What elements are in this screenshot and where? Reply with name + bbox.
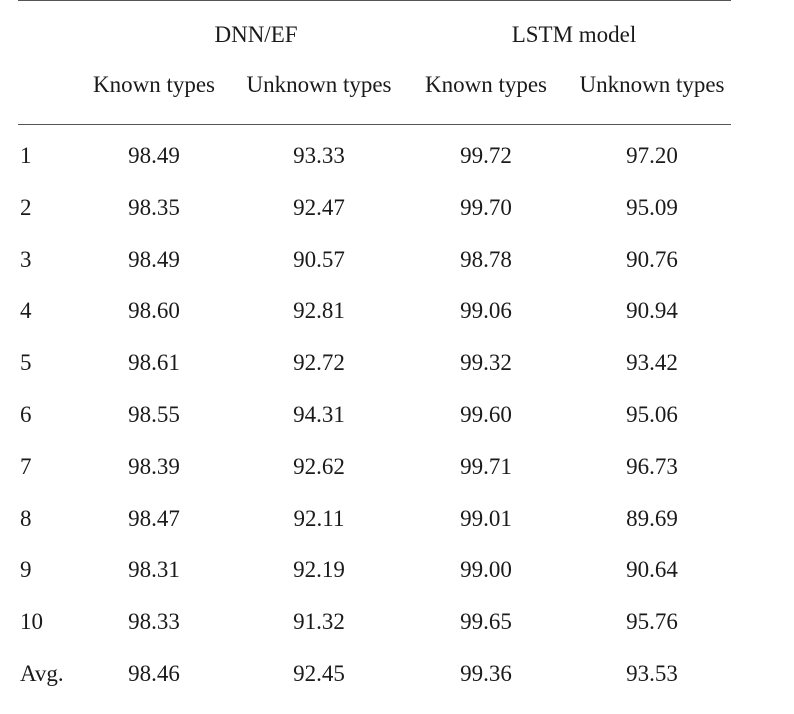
table-row: 8 98.47 92.11 99.01 89.69 bbox=[0, 506, 794, 536]
table-cell: 95.09 bbox=[626, 194, 678, 220]
table-cell: 94.31 bbox=[293, 402, 345, 427]
table-row: 7 98.39 92.62 99.71 96.73 bbox=[0, 454, 794, 484]
table-cell: 92.81 bbox=[293, 298, 345, 324]
sub-header-dnn-unknown: Unknown types bbox=[246, 72, 392, 97]
table-cell: 92.62 bbox=[293, 453, 345, 479]
row-label: 4 bbox=[20, 298, 32, 324]
table-cell: 98.49 bbox=[128, 246, 180, 272]
table-cell: 92.19 bbox=[293, 557, 345, 583]
table-cell: 90.94 bbox=[626, 298, 678, 324]
table-cell: 98.49 bbox=[128, 143, 180, 168]
table-cell: 99.60 bbox=[460, 402, 512, 427]
table-row: 4 98.60 92.81 99.06 90.94 bbox=[0, 298, 794, 328]
table-row: 1 98.49 93.33 99.72 97.20 bbox=[0, 143, 794, 173]
table-top-rule bbox=[18, 0, 731, 1]
table-cell: 90.76 bbox=[626, 246, 678, 272]
table-cell: 99.70 bbox=[460, 194, 512, 220]
row-label: 1 bbox=[20, 143, 32, 168]
table-row: 9 98.31 92.19 99.00 90.64 bbox=[0, 557, 794, 587]
row-label: 6 bbox=[20, 402, 32, 427]
table-cell: 98.60 bbox=[128, 298, 180, 324]
table-cell: 98.47 bbox=[128, 505, 180, 531]
table-cell: 98.39 bbox=[128, 453, 180, 479]
table-row: Avg. 98.46 92.45 99.36 93.53 bbox=[0, 661, 794, 691]
sub-header-lstm-unknown: Unknown types bbox=[579, 72, 725, 97]
table-cell: 98.78 bbox=[460, 246, 512, 272]
table-cell: 93.33 bbox=[293, 143, 345, 168]
row-label: 9 bbox=[20, 557, 32, 583]
table-cell: 90.64 bbox=[626, 557, 678, 583]
row-label: 5 bbox=[20, 350, 32, 376]
sub-header-lstm-known: Known types bbox=[424, 72, 548, 97]
table-cell: 99.32 bbox=[460, 350, 512, 376]
row-label: 3 bbox=[20, 246, 32, 272]
table-cell: 98.46 bbox=[128, 661, 180, 686]
table-cell: 89.69 bbox=[626, 505, 678, 531]
table-cell: 96.73 bbox=[626, 453, 678, 479]
table-cell: 97.20 bbox=[626, 143, 678, 168]
table-cell: 99.65 bbox=[460, 609, 512, 635]
table-cell: 95.06 bbox=[626, 402, 678, 427]
row-label: Avg. bbox=[20, 661, 64, 686]
group-header-lstm-model: LSTM model bbox=[511, 22, 637, 47]
table-cell: 91.32 bbox=[293, 609, 345, 635]
table-row: 10 98.33 91.32 99.65 95.76 bbox=[0, 609, 794, 639]
table-cell: 98.31 bbox=[128, 557, 180, 583]
row-label: 8 bbox=[20, 505, 32, 531]
table-row: 5 98.61 92.72 99.32 93.42 bbox=[0, 350, 794, 380]
table-cell: 98.55 bbox=[128, 402, 180, 427]
group-header-dnn-ef: DNN/EF bbox=[214, 22, 298, 47]
row-label: 2 bbox=[20, 194, 32, 220]
table-cell: 99.72 bbox=[460, 143, 512, 168]
table-header-rule bbox=[18, 124, 731, 125]
table-row: 3 98.49 90.57 98.78 90.76 bbox=[0, 247, 794, 277]
table-cell: 99.71 bbox=[460, 453, 512, 479]
table-cell: 99.06 bbox=[460, 298, 512, 324]
table-cell: 93.42 bbox=[626, 350, 678, 376]
table-cell: 92.11 bbox=[293, 505, 345, 531]
row-label: 10 bbox=[20, 609, 43, 635]
table-cell: 90.57 bbox=[293, 246, 345, 272]
table-cell: 95.76 bbox=[626, 609, 678, 635]
sub-header-dnn-known: Known types bbox=[92, 72, 216, 97]
table-cell: 93.53 bbox=[626, 661, 678, 686]
table-row: 2 98.35 92.47 99.70 95.09 bbox=[0, 195, 794, 225]
table-cell: 98.61 bbox=[128, 350, 180, 376]
table-cell: 92.47 bbox=[293, 194, 345, 220]
table-cell: 99.36 bbox=[460, 661, 512, 686]
table-cell: 92.72 bbox=[293, 350, 345, 376]
table-cell: 99.01 bbox=[460, 505, 512, 531]
table-cell: 98.33 bbox=[128, 609, 180, 635]
row-label: 7 bbox=[20, 453, 32, 479]
table-cell: 99.00 bbox=[460, 557, 512, 583]
table-row: 6 98.55 94.31 99.60 95.06 bbox=[0, 402, 794, 432]
table-cell: 92.45 bbox=[293, 661, 345, 686]
table-cell: 98.35 bbox=[128, 194, 180, 220]
